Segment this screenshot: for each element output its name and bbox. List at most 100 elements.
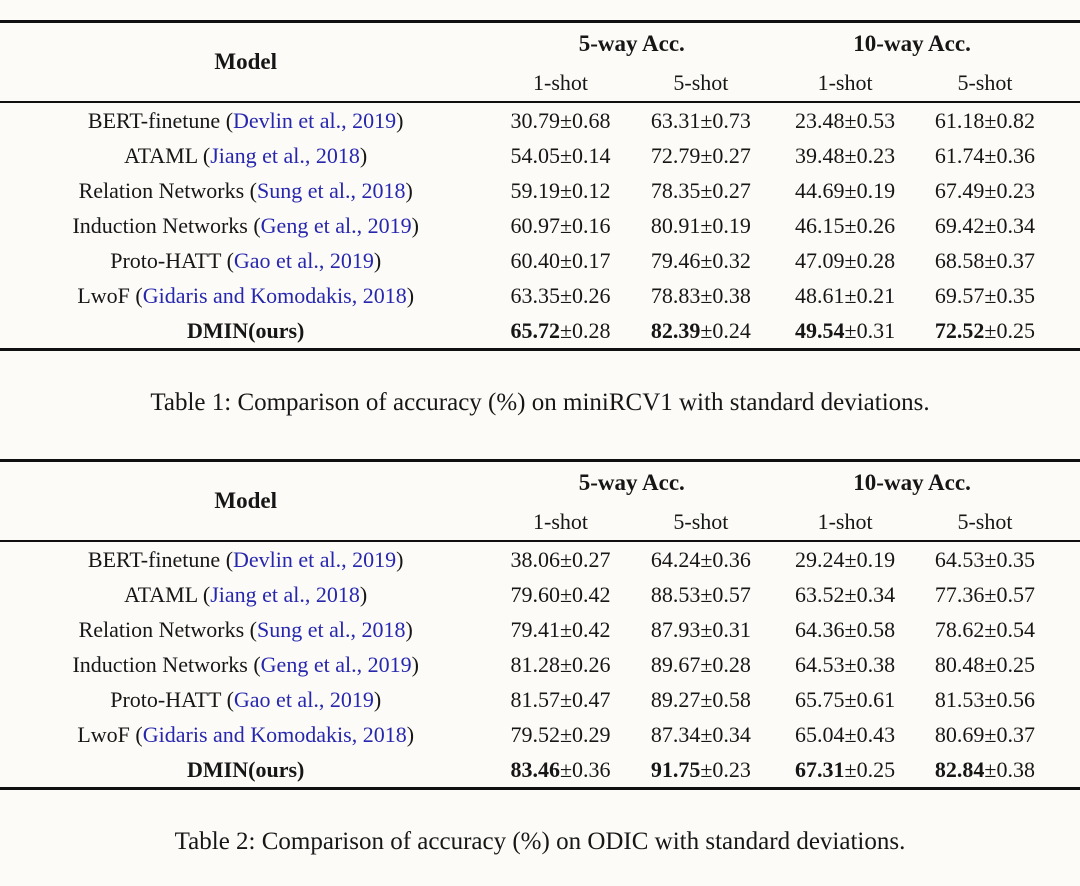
accuracy-value: 65.75±0.61 <box>795 686 896 712</box>
model-name: Induction Networks <box>72 212 248 238</box>
citation-paren: ) <box>405 177 413 203</box>
accuracy-value: 82.84±0.38 <box>934 756 1035 782</box>
accuracy-value: 80.69±0.37 <box>934 721 1035 747</box>
accuracy-value: 68.58±0.37 <box>934 247 1035 273</box>
table-1-body: BERT-finetune (Devlin et al., 2019) 30.79… <box>0 103 1080 348</box>
model-name: Proto-HATT <box>110 686 222 712</box>
table-1-header: Model 5-way Acc. 10-way Acc. 1-shot 5-sh… <box>0 23 1080 101</box>
accuracy-value: 63.31±0.73 <box>650 107 751 133</box>
citation-paren: ) <box>373 686 382 712</box>
accuracy-value: 65.04±0.43 <box>795 721 896 747</box>
table-row: DMIN(ours) 65.72±0.28 82.39±0.24 49.54±0.31… <box>0 313 1080 348</box>
model-column-header: Model <box>214 49 277 74</box>
accuracy-value: 64.53±0.35 <box>934 546 1035 572</box>
table-row: Induction Networks (Geng et al., 2019) 81… <box>0 647 1080 682</box>
citation-paren: ) <box>406 282 415 308</box>
accuracy-value: 63.52±0.34 <box>795 581 896 607</box>
model-cell: BERT-finetune (Devlin et al., 2019) <box>0 108 491 134</box>
model-name: DMIN(ours) <box>187 317 305 343</box>
model-cell: ATAML (Jiang et al., 2018) <box>0 143 491 169</box>
citation-link[interactable]: Devlin et al., 2019 <box>233 546 397 572</box>
accuracy-value: 80.91±0.19 <box>650 212 751 238</box>
group-header-5way: 5-way Acc. <box>578 31 685 56</box>
accuracy-value: 79.60±0.42 <box>510 581 611 607</box>
citation-link[interactable]: Gao et al., 2019 <box>233 247 374 273</box>
accuracy-value: 87.93±0.31 <box>650 616 751 642</box>
model-cell: Relation Networks (Sung et al., 2018) <box>0 178 491 204</box>
accuracy-value: 38.06±0.27 <box>510 546 611 572</box>
table-row: Relation Networks (Sung et al., 2018) 79.… <box>0 612 1080 647</box>
table-2-header: Model 5-way Acc. 10-way Acc. 1-shot 5-sh… <box>0 462 1080 540</box>
citation-paren: ) <box>359 581 368 607</box>
citation-paren: ( <box>244 616 257 642</box>
citation-paren: ) <box>411 651 419 677</box>
table-2-body: BERT-finetune (Devlin et al., 2019) 38.06… <box>0 542 1080 787</box>
table-2-caption: Table 2: Comparison of accuracy (%) on O… <box>174 828 906 855</box>
citation-link[interactable]: Jiang et al., 2018 <box>210 581 360 607</box>
model-cell: ATAML (Jiang et al., 2018) <box>0 582 491 608</box>
model-name: Induction Networks <box>72 651 248 677</box>
citation-link[interactable]: Geng et al., 2019 <box>260 212 412 238</box>
accuracy-value: 72.52±0.25 <box>934 317 1035 343</box>
accuracy-value: 23.48±0.53 <box>795 107 896 133</box>
accuracy-value: 39.48±0.23 <box>795 142 896 168</box>
table-row: ATAML (Jiang et al., 2018) 79.60±0.42 88.5… <box>0 577 1080 612</box>
model-name: LwoF <box>77 282 130 308</box>
accuracy-value: 87.34±0.34 <box>650 721 751 747</box>
citation-paren: ) <box>396 107 404 133</box>
subcol-header: 1-shot <box>817 509 873 534</box>
group-header-10way: 10-way Acc. <box>853 470 971 495</box>
accuracy-value: 47.09±0.28 <box>795 247 896 273</box>
table-row: Relation Networks (Sung et al., 2018) 59.… <box>0 173 1080 208</box>
citation-link[interactable]: Gidaris and Komodakis, 2018 <box>142 282 407 308</box>
citation-paren: ) <box>406 721 415 747</box>
table-row: Proto-HATT (Gao et al., 2019) 81.57±0.47 8… <box>0 682 1080 717</box>
citation-paren: ( <box>247 651 261 677</box>
group-header-10way: 10-way Acc. <box>853 31 971 56</box>
table-1-top-rule <box>0 20 1080 23</box>
table-row: BERT-finetune (Devlin et al., 2019) 38.06… <box>0 542 1080 577</box>
citation-link[interactable]: Sung et al., 2018 <box>256 616 406 642</box>
accuracy-value: 82.39±0.24 <box>650 317 751 343</box>
model-cell: Proto-HATT (Gao et al., 2019) <box>0 248 491 274</box>
table-row: DMIN(ours) 83.46±0.36 91.75±0.23 67.31±0.25… <box>0 752 1080 787</box>
table-1-caption: Table 1: Comparison of accuracy (%) on m… <box>150 389 930 416</box>
model-cell: Relation Networks (Sung et al., 2018) <box>0 617 491 643</box>
accuracy-value: 60.97±0.16 <box>510 212 611 238</box>
table-2-bottom-rule <box>0 787 1080 790</box>
subcol-header: 5-shot <box>957 509 1013 534</box>
citation-link[interactable]: Gidaris and Komodakis, 2018 <box>142 721 407 747</box>
model-name: Proto-HATT <box>110 247 222 273</box>
model-cell: Proto-HATT (Gao et al., 2019) <box>0 687 491 713</box>
paper-page: Model 5-way Acc. 10-way Acc. 1-shot 5-sh… <box>0 20 1080 855</box>
citation-paren: ( <box>244 177 257 203</box>
accuracy-value: 89.67±0.28 <box>650 651 751 677</box>
citation-link[interactable]: Sung et al., 2018 <box>256 177 406 203</box>
table-row: Proto-HATT (Gao et al., 2019) 60.40±0.17 7… <box>0 243 1080 278</box>
table-row: BERT-finetune (Devlin et al., 2019) 30.79… <box>0 103 1080 138</box>
citation-paren: ( <box>197 581 211 607</box>
accuracy-value: 30.79±0.68 <box>510 107 611 133</box>
accuracy-value: 88.53±0.57 <box>650 581 751 607</box>
accuracy-value: 67.49±0.23 <box>934 177 1035 203</box>
table-1-bottom-rule <box>0 348 1080 351</box>
accuracy-value: 61.18±0.82 <box>934 107 1035 133</box>
model-name: ATAML <box>124 581 198 607</box>
citation-paren: ) <box>359 142 368 168</box>
citation-link[interactable]: Geng et al., 2019 <box>260 651 412 677</box>
accuracy-value: 63.35±0.26 <box>510 282 611 308</box>
accuracy-value: 61.74±0.36 <box>934 142 1035 168</box>
accuracy-value: 69.42±0.34 <box>934 212 1035 238</box>
citation-paren: ( <box>220 546 234 572</box>
accuracy-value: 67.31±0.25 <box>795 756 896 782</box>
subcol-header: 5-shot <box>957 70 1013 95</box>
citation-paren: ( <box>197 142 211 168</box>
citation-link[interactable]: Gao et al., 2019 <box>233 686 374 712</box>
citation-link[interactable]: Devlin et al., 2019 <box>233 107 397 133</box>
citation-paren: ( <box>221 247 234 273</box>
citation-link[interactable]: Jiang et al., 2018 <box>210 142 360 168</box>
accuracy-value: 78.83±0.38 <box>650 282 751 308</box>
citation-paren: ) <box>411 212 419 238</box>
subcol-header: 5-shot <box>673 509 729 534</box>
accuracy-value: 29.24±0.19 <box>795 546 896 572</box>
